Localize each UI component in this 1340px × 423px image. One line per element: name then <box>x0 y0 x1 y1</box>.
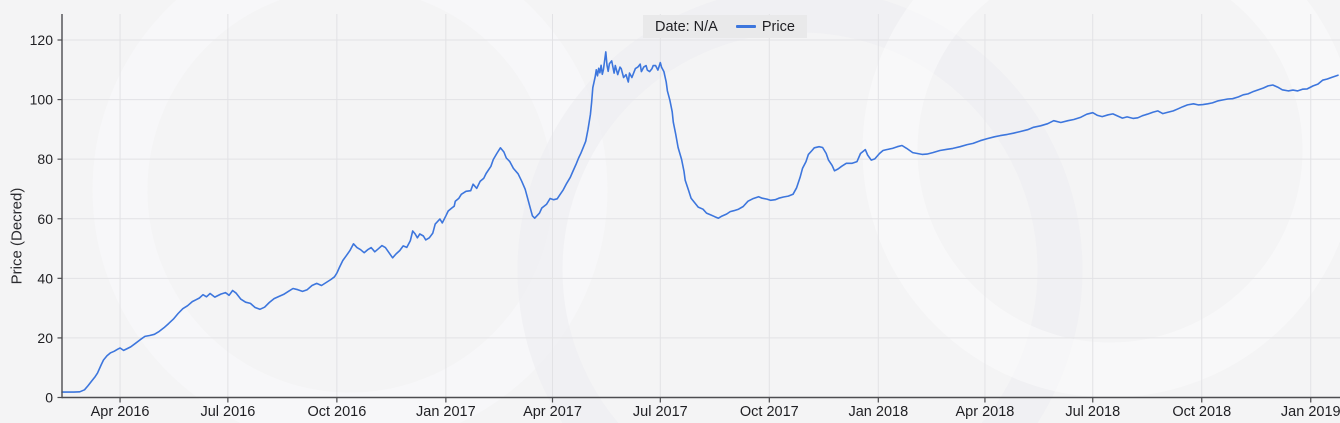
x-tick-label: Oct 2017 <box>740 404 799 420</box>
x-tick-label: Apr 2017 <box>523 404 582 420</box>
legend: Date: N/A Price <box>643 15 807 38</box>
y-tick-label: 60 <box>37 211 53 227</box>
x-tick-label: Apr 2016 <box>91 404 150 420</box>
price-series-line-icon <box>735 25 756 28</box>
x-tick-label: Jul 2018 <box>1065 404 1120 420</box>
x-tick-label: Jan 2019 <box>1281 404 1340 420</box>
x-tick-label: Jan 2017 <box>416 404 476 420</box>
price-line <box>61 51 1339 393</box>
legend-date-readout: Date: N/A <box>655 18 718 35</box>
x-tick-label: Oct 2018 <box>1172 404 1231 420</box>
y-tick-label: 120 <box>30 32 54 48</box>
x-tick-label: Jan 2018 <box>848 404 908 420</box>
x-tick-label: Apr 2018 <box>956 404 1015 420</box>
legend-price-series-label[interactable]: Price <box>761 18 795 35</box>
y-tick-label: 80 <box>37 151 53 167</box>
plot-area[interactable] <box>62 14 1340 398</box>
x-tick-label: Jul 2017 <box>633 404 688 420</box>
y-tick-label: 40 <box>37 270 53 286</box>
watermark-arc <box>862 0 1340 398</box>
watermark-arc <box>517 0 1083 423</box>
x-tick-label: Jul 2016 <box>200 404 255 420</box>
y-tick-label: 20 <box>37 330 53 346</box>
y-axis-title: Price (Decred) <box>8 187 26 285</box>
y-tick-label: 0 <box>45 390 53 406</box>
x-tick-label: Oct 2016 <box>307 404 366 420</box>
y-tick-label: 100 <box>30 92 54 108</box>
